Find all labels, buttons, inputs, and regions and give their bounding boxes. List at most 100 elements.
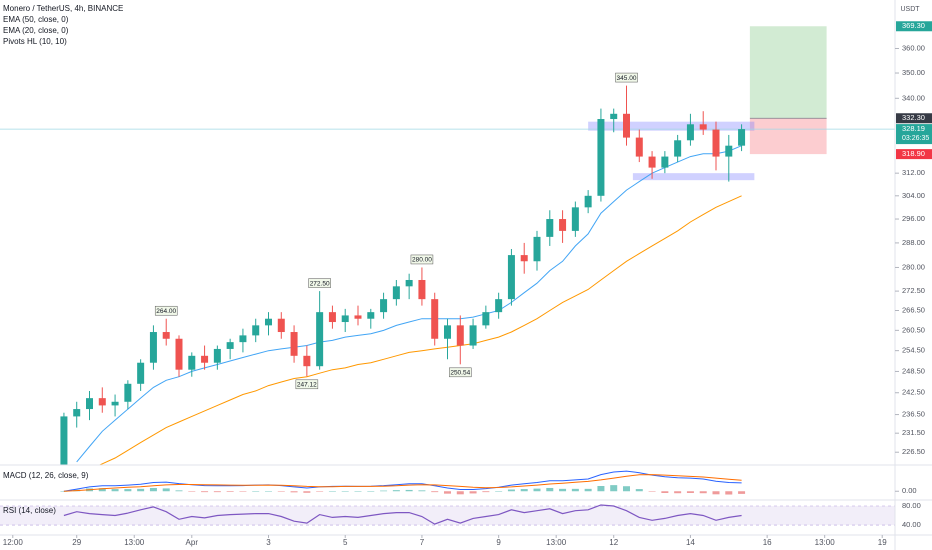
candle-body [597,119,605,196]
y-tick-label: 272.50 [902,286,925,295]
candle-body [571,207,579,231]
x-tick-label: 3 [266,538,271,547]
y-tick-label: 304.00 [902,191,925,200]
candle-body [86,398,93,410]
rsi-band [0,505,895,526]
candle-body [316,312,324,367]
candle-body [188,355,196,370]
macd-histogram-bar [162,488,170,492]
candle-body [124,383,132,402]
candle-body [444,325,451,339]
macd-histogram-bar [699,491,707,494]
macd-line [63,470,742,492]
x-tick-label: 16 [763,538,772,547]
macd-histogram-bar [392,490,400,492]
y-tick-label: 248.50 [902,366,925,375]
y-tick-label: 0.00 [902,486,917,495]
y-tick-label: 340.00 [902,93,925,102]
candle-body [328,312,336,323]
zone [588,121,755,131]
price-badge-label: 318.90 [902,149,925,158]
candle-body [418,279,426,300]
indicator-label: Pivots HL (10, 10) [3,37,67,46]
candle-body [610,113,618,120]
macd-histogram-bar [290,491,298,493]
candle-body [507,255,515,300]
y-tick-label: 236.50 [902,410,925,419]
price-badge [896,21,932,32]
macd-histogram-bar [546,487,554,492]
price-badge-label: 369.30 [902,21,925,30]
macd-histogram-bar [239,491,247,492]
candle-body [725,145,733,157]
macd-histogram-bar [354,491,362,492]
zone [632,173,755,181]
position-stop [749,118,827,155]
macd-histogram-bar [559,488,567,492]
candle-body [431,299,439,339]
candle-body [111,401,119,406]
y-tick-label: 312.00 [902,168,925,177]
candle-body [623,113,630,138]
pivot-box [308,278,331,288]
candle-body [239,335,247,343]
y-tick-label: 280.00 [902,262,925,271]
indicator-label: EMA (50, close, 0) [3,15,69,24]
candle-body [303,355,311,367]
macd-title: MACD (12, 26, close, 9) [3,471,89,480]
candle-body [559,219,567,231]
macd-histogram-bar [175,490,183,492]
macd-histogram-bar [597,486,605,492]
x-tick-label: 12:00 [3,538,24,547]
macd-histogram-bar [265,491,272,492]
candle-body [290,332,298,356]
y-tick-label: 254.50 [902,346,925,355]
y-tick-label: 40.00 [902,520,921,529]
pivot-box [295,379,319,390]
candle-body [60,416,68,465]
macd-histogram-bar [188,491,196,492]
main-pane: 264.00 272.50 280.00 345.00 247.12 250.54 [0,26,895,465]
candle-body [137,362,145,384]
macd-histogram-bar [674,491,682,494]
candle-body [456,325,464,346]
candle-body [226,342,234,349]
macd-histogram-bar [725,491,733,495]
macd-histogram-bar [252,491,260,492]
macd-histogram-bar [507,489,515,492]
pivot-box [615,72,638,83]
price-badge [896,113,932,124]
candle-body [674,140,682,157]
x-tick-label: 12 [609,538,618,547]
candle-body [175,338,183,370]
macd-histogram-bar [303,491,311,493]
macd-histogram-bar [124,489,132,492]
pivot-label: 280.00 [412,257,432,264]
macd-histogram-bar [328,491,336,492]
macd-histogram-bar [648,491,656,492]
pivot-box [410,254,434,265]
macd-histogram-bar [137,488,145,492]
pivot-label: 345.00 [617,75,637,82]
signal-line [63,474,742,492]
y-tick-label: 260.50 [902,325,925,334]
macd-histogram-bar [623,486,630,492]
y-tick-label: 266.50 [902,305,925,314]
macd-pane [60,470,746,495]
candle-body [520,255,528,262]
pivot-label: 264.00 [156,308,176,315]
candle-body [584,195,592,208]
x-tick-label: 13:00 [815,538,836,547]
macd-histogram-bar [712,491,720,495]
x-tick-label: 29 [72,538,81,547]
chart-title: Monero / TetherUS, 4h, BINANCE [3,4,123,13]
x-tick-label: 5 [343,538,348,547]
macd-histogram-bar [111,489,119,492]
pivot-box [449,367,472,378]
indicator-label: EMA (20, close, 0) [3,26,69,35]
x-tick-label: 13:00 [124,538,145,547]
candle-body [546,219,554,237]
rsi-line [63,504,742,525]
